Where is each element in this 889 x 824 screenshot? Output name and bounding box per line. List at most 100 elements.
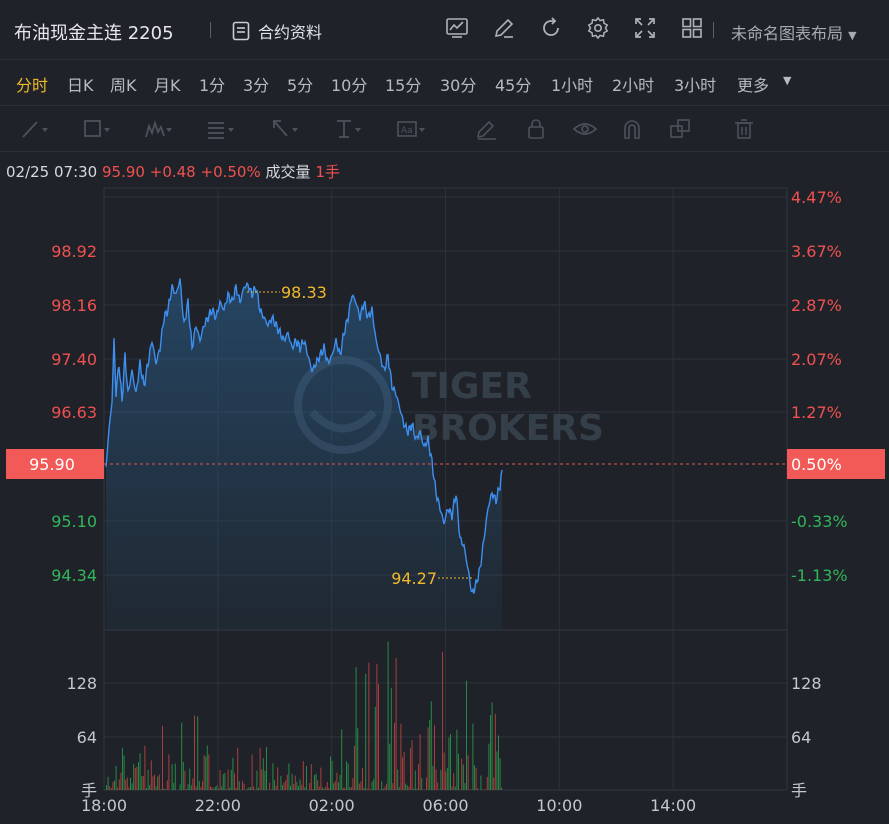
period-tab-1[interactable]: 日K bbox=[67, 76, 94, 95]
eye-icon[interactable] bbox=[572, 118, 602, 140]
period-tab-4[interactable]: 1分 bbox=[199, 76, 226, 95]
volume-bar bbox=[110, 788, 112, 790]
period-tab-5[interactable]: 3分 bbox=[243, 76, 270, 95]
symbol-title: 布油现金主连 2205 bbox=[14, 23, 174, 44]
volume-bar bbox=[394, 722, 395, 790]
period-tab-13[interactable]: 3小时 bbox=[674, 76, 717, 95]
period-tab-9[interactable]: 30分 bbox=[440, 76, 477, 95]
volume-bar bbox=[213, 788, 215, 790]
volume-bar bbox=[456, 729, 458, 790]
watermark-text-2: BROKERS bbox=[412, 408, 604, 449]
volume-bar bbox=[261, 769, 263, 790]
volume-bar bbox=[358, 783, 360, 790]
period-tab-11[interactable]: 1小时 bbox=[551, 76, 594, 95]
volume-bar bbox=[286, 774, 288, 790]
grid-layout-icon[interactable] bbox=[680, 16, 704, 40]
current-price-label-right: 0.50% bbox=[791, 455, 842, 474]
volume-bar bbox=[294, 775, 296, 790]
layers-icon[interactable] bbox=[668, 118, 698, 140]
volume-bar bbox=[150, 760, 152, 790]
arrow-tool-icon[interactable] bbox=[270, 118, 300, 140]
fibonacci-tool-icon[interactable] bbox=[206, 118, 236, 140]
volume-bar bbox=[229, 787, 231, 790]
more-caret-icon[interactable]: ▼ bbox=[783, 74, 792, 87]
contract-info-button[interactable]: 合约资料 bbox=[232, 19, 322, 43]
period-tab-12[interactable]: 2小时 bbox=[612, 76, 655, 95]
volume-bar bbox=[216, 785, 218, 790]
volume-bar bbox=[230, 769, 232, 790]
volume-bar bbox=[219, 770, 221, 790]
vertical-line-tool-icon[interactable] bbox=[333, 118, 363, 140]
period-tab-7[interactable]: 10分 bbox=[331, 76, 368, 95]
text-tool-icon[interactable]: Aa bbox=[396, 118, 426, 140]
rectangle-tool-icon[interactable] bbox=[82, 118, 112, 140]
period-tab-0[interactable]: 分时 bbox=[16, 76, 49, 95]
trash-icon[interactable] bbox=[732, 118, 762, 140]
volume-bar bbox=[450, 733, 451, 790]
volume-bar bbox=[365, 673, 367, 790]
magnet-icon[interactable] bbox=[620, 118, 650, 140]
volume-bar bbox=[470, 789, 472, 790]
volume-bar bbox=[118, 779, 120, 790]
volume-bar bbox=[395, 658, 397, 790]
volume-bar bbox=[198, 780, 200, 790]
pen-tool-icon[interactable] bbox=[474, 118, 504, 140]
volume-bar bbox=[331, 760, 333, 790]
volume-bar bbox=[115, 765, 117, 790]
volume-bar bbox=[446, 767, 448, 790]
volume-bar bbox=[157, 776, 159, 790]
volume-bar bbox=[328, 788, 330, 790]
volume-bar bbox=[146, 788, 147, 790]
price-tick-left: 98.16 bbox=[51, 296, 97, 315]
volume-bar bbox=[488, 743, 490, 790]
refresh-icon[interactable] bbox=[539, 16, 563, 40]
volume-bar bbox=[274, 780, 275, 790]
period-tab-10[interactable]: 45分 bbox=[495, 76, 532, 95]
volume-bar bbox=[333, 783, 335, 790]
period-tab-3[interactable]: 月K bbox=[154, 76, 181, 95]
volume-bar bbox=[381, 781, 383, 790]
volume-bar bbox=[454, 786, 456, 790]
volume-bar bbox=[382, 788, 384, 790]
quote-price: 95.90 bbox=[102, 163, 145, 181]
lock-icon[interactable] bbox=[524, 118, 554, 140]
period-tab-14[interactable]: 更多 bbox=[737, 76, 770, 95]
volume-tick-left: 64 bbox=[77, 728, 97, 747]
volume-bar bbox=[392, 783, 394, 790]
volume-bar bbox=[362, 767, 363, 790]
period-tab-6[interactable]: 5分 bbox=[287, 76, 314, 95]
current-price-badge-right bbox=[787, 449, 885, 479]
volume-bar bbox=[435, 769, 437, 790]
volume-bar bbox=[374, 706, 376, 790]
volume-bar bbox=[384, 786, 386, 790]
volume-bar bbox=[469, 789, 471, 790]
settings-icon[interactable] bbox=[586, 16, 610, 40]
volume-label: 成交量 bbox=[265, 163, 311, 181]
volume-bar bbox=[234, 773, 235, 790]
draw-icon[interactable] bbox=[492, 16, 516, 40]
period-tab-8[interactable]: 15分 bbox=[385, 76, 422, 95]
fullscreen-icon[interactable] bbox=[633, 16, 657, 40]
volume-bar bbox=[195, 786, 197, 790]
volume-bar bbox=[461, 758, 463, 790]
volume-bar bbox=[445, 771, 447, 790]
layout-selector[interactable]: 未命名图表布局 ▼ bbox=[731, 20, 857, 44]
document-icon bbox=[232, 21, 250, 41]
period-tab-2[interactable]: 周K bbox=[110, 76, 137, 95]
volume-bar bbox=[285, 780, 287, 790]
volume-bar bbox=[363, 787, 365, 790]
volume-bar bbox=[131, 783, 133, 790]
volume-bar bbox=[293, 783, 295, 790]
volume-bar bbox=[430, 701, 432, 790]
volume-bar bbox=[318, 786, 320, 790]
volume-bar bbox=[181, 722, 183, 790]
volume-bar bbox=[301, 784, 303, 790]
volume-bar bbox=[458, 754, 459, 790]
volume-bar bbox=[173, 782, 175, 790]
indicator-icon[interactable] bbox=[445, 16, 469, 40]
volume-bar bbox=[208, 754, 210, 790]
wave-tool-icon[interactable] bbox=[144, 118, 174, 140]
volume-bar bbox=[477, 788, 479, 790]
trend-line-tool-icon[interactable] bbox=[20, 118, 50, 140]
